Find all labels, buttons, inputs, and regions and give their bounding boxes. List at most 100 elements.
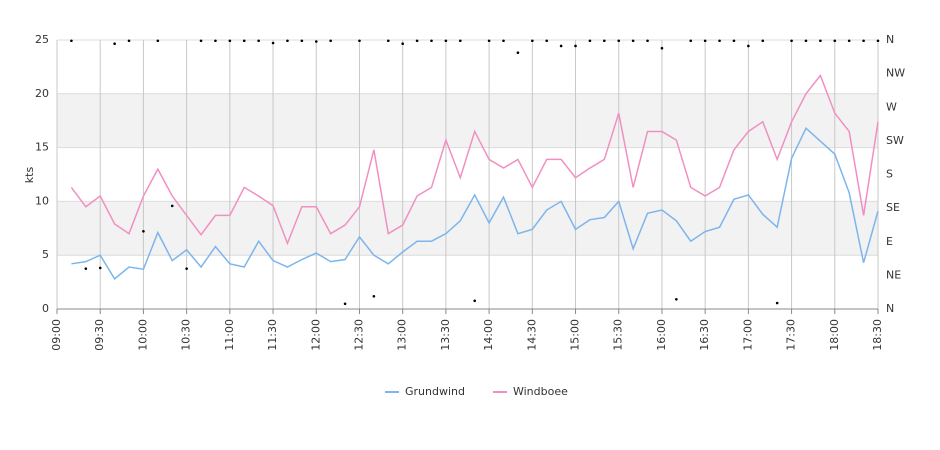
y2-tick-label: W — [886, 100, 897, 113]
direction-dot — [804, 39, 808, 43]
x-tick-label: 15:00 — [569, 319, 582, 351]
x-tick-label: 12:30 — [352, 319, 365, 351]
y-tick-label: 20 — [35, 87, 49, 100]
line — [70, 74, 879, 246]
direction-dot — [458, 39, 462, 43]
legend-label: Windboee — [513, 385, 568, 398]
y-tick-label: 15 — [35, 141, 49, 154]
x-tick-label: 16:30 — [698, 319, 711, 351]
y2-tick-label: N — [886, 33, 894, 46]
direction-dot — [113, 42, 116, 46]
y2-tick-label: N — [886, 302, 894, 315]
direction-dot — [401, 42, 404, 46]
x-tick-label: 17:30 — [785, 319, 798, 351]
line — [71, 127, 879, 281]
direction-dot — [675, 297, 678, 301]
direction-dot — [574, 44, 577, 48]
direction-dot — [156, 39, 160, 43]
x-tick-label: 13:00 — [396, 319, 409, 351]
x-tick-label: 16:00 — [655, 319, 668, 351]
x-tick-label: 09:00 — [50, 319, 63, 351]
direction-dot — [516, 51, 520, 55]
direction-dot — [646, 39, 649, 43]
direction-dot — [862, 39, 865, 43]
direction-dot — [300, 39, 304, 43]
y2-tick-label: E — [886, 235, 893, 248]
x-tick-label: 14:00 — [482, 319, 495, 351]
direction-dot — [415, 39, 419, 43]
direction-dot — [185, 267, 188, 270]
direction-dot — [603, 39, 606, 43]
y-tick-label: 25 — [35, 33, 49, 46]
direction-dot — [718, 39, 721, 43]
direction-dot — [732, 39, 736, 43]
direction-dot — [819, 39, 822, 43]
y-tick-label: 0 — [42, 302, 49, 315]
direction-dot — [84, 267, 88, 270]
y-tick-label: 5 — [42, 248, 49, 261]
direction-dot — [761, 39, 765, 43]
direction-dot — [286, 39, 289, 43]
direction-dot — [703, 39, 707, 43]
x-tick-label: 11:30 — [266, 319, 279, 351]
direction-dot — [329, 39, 332, 43]
x-tick-label: 12:00 — [309, 319, 322, 351]
x-tick-label: 09:30 — [93, 319, 106, 351]
direction-dot — [833, 39, 837, 43]
direction-dot — [358, 39, 361, 43]
direction-dot — [617, 39, 621, 43]
x-tick-label: 18:30 — [871, 319, 884, 351]
direction-dot — [531, 39, 534, 43]
x-tick-label: 17:00 — [741, 319, 754, 351]
direction-dot — [559, 44, 563, 48]
legend-label: Grundwind — [405, 385, 465, 398]
x-tick-label: 11:00 — [223, 319, 236, 351]
direction-dot — [588, 39, 592, 43]
band — [57, 93, 878, 148]
direction-dot — [98, 266, 102, 270]
x-tick-label: 13:30 — [439, 319, 452, 351]
y-axis-label: kts — [23, 167, 36, 184]
direction-dot — [689, 39, 693, 43]
x-tick-label: 14:30 — [525, 319, 538, 351]
direction-dot — [386, 39, 390, 43]
direction-dot — [314, 40, 318, 43]
direction-dot — [876, 39, 880, 43]
direction-dot — [473, 299, 477, 303]
direction-dot — [502, 39, 505, 43]
direction-dot — [747, 44, 750, 48]
direction-dot — [228, 39, 232, 43]
direction-dot — [142, 229, 145, 233]
direction-dot — [199, 39, 203, 43]
direction-dot — [70, 39, 73, 43]
direction-dot — [170, 204, 174, 208]
x-tick-label: 10:30 — [180, 319, 193, 351]
y2-tick-label: NE — [886, 268, 901, 281]
x-tick-label: 18:00 — [828, 319, 841, 351]
direction-dot — [372, 294, 376, 298]
x-tick-label: 10:00 — [136, 319, 149, 351]
direction-dot — [271, 41, 275, 45]
direction-dot — [430, 39, 433, 43]
direction-dot — [487, 39, 491, 43]
band — [57, 201, 878, 256]
direction-dot — [775, 301, 779, 305]
direction-dot — [790, 39, 793, 43]
direction-dot — [631, 39, 635, 43]
direction-dot — [343, 302, 347, 306]
direction-dot — [242, 39, 246, 43]
y2-tick-label: NW — [886, 67, 905, 80]
direction-dot — [545, 39, 549, 43]
direction-dot — [214, 39, 217, 43]
direction-dot — [257, 39, 260, 43]
direction-dot — [660, 46, 664, 50]
direction-dot — [847, 39, 851, 43]
x-tick-label: 15:30 — [612, 319, 625, 351]
direction-dot — [127, 39, 131, 43]
y2-tick-label: SE — [886, 201, 900, 214]
y2-tick-label: SW — [886, 134, 904, 147]
direction-dot — [444, 39, 448, 43]
y-tick-label: 10 — [35, 194, 49, 207]
y2-tick-label: S — [886, 168, 893, 181]
